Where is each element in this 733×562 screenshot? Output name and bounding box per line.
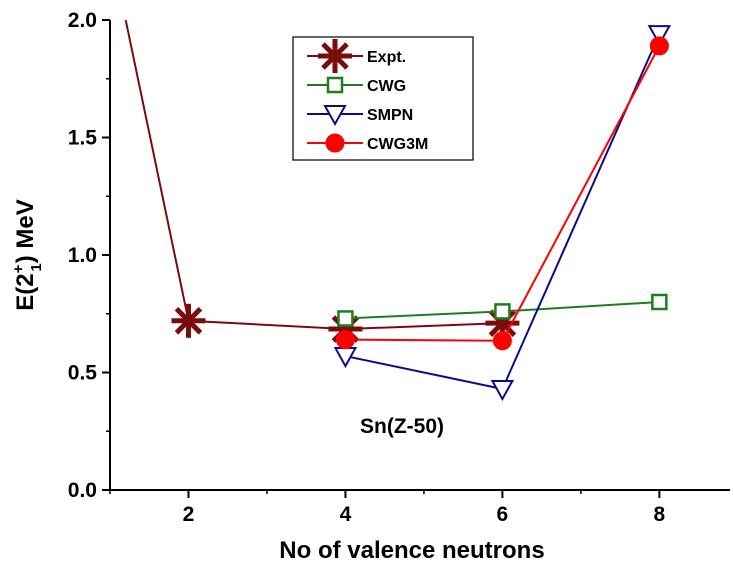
x-tick-label: 8 [654, 503, 666, 526]
legend-cwg3m-marker [325, 133, 345, 153]
series-cwg [337, 293, 668, 327]
y-axis-title: E(2+1) MeV [10, 199, 45, 310]
series-smpn-point [647, 25, 672, 47]
y-ticks: 0.0 0.5 1.0 1.5 2.0 [68, 9, 110, 502]
series-smpn-point [490, 379, 515, 402]
legend-cwg-marker [326, 76, 344, 94]
legend-cwg3m: CWG3M [307, 133, 428, 153]
annotation-label: Sn(Z-50) [360, 415, 444, 438]
x-axis-title: No of valence neutrons [279, 537, 544, 562]
series-smpn [333, 25, 672, 402]
series-cwg3m [335, 36, 669, 351]
y-tick-label: 1.0 [68, 244, 97, 267]
y-tick-label: 0.0 [68, 479, 97, 502]
legend-smpn-label: SMPN [367, 107, 413, 124]
series-cwg-point [337, 310, 354, 327]
y-tick-label: 1.5 [68, 127, 98, 150]
legend-cwg-label: CWG [367, 78, 406, 95]
series-expt-point [171, 303, 206, 338]
x-tick-label: 4 [340, 503, 352, 526]
legend-smpn-marker [323, 105, 347, 127]
legend-expt-label: Expt. [367, 49, 406, 66]
series-layer [124, 19, 672, 402]
series-cwg3m-point [649, 36, 669, 56]
series-cwg-point [651, 293, 668, 311]
y-axis-title-subscript: 1 [28, 263, 45, 271]
series-expt-line [124, 19, 503, 331]
y-tick-label: 0.5 [68, 362, 98, 385]
legend-expt-marker [318, 39, 352, 73]
series-cwg3m-point [335, 330, 355, 350]
x-tick-label: 2 [183, 503, 195, 526]
y-axis-title-main: E(2 [12, 273, 39, 310]
legend-smpn: SMPN [307, 105, 413, 127]
x-tick-label: 6 [497, 503, 509, 526]
legend-expt: Expt. [307, 39, 406, 73]
series-cwg3m-point [492, 331, 512, 351]
x-ticks: 2 4 6 8 [109, 490, 666, 526]
y-axis-title-superscript: + [10, 264, 27, 273]
y-tick-label: 2.0 [68, 9, 97, 32]
legend: Expt. CWG SMPN CWG3M [292, 36, 474, 161]
y-axis-title-unit: ) MeV [12, 199, 39, 263]
series-cwg-point [494, 303, 511, 320]
legend-cwg: CWG [307, 76, 406, 95]
legend-cwg3m-label: CWG3M [367, 136, 428, 153]
